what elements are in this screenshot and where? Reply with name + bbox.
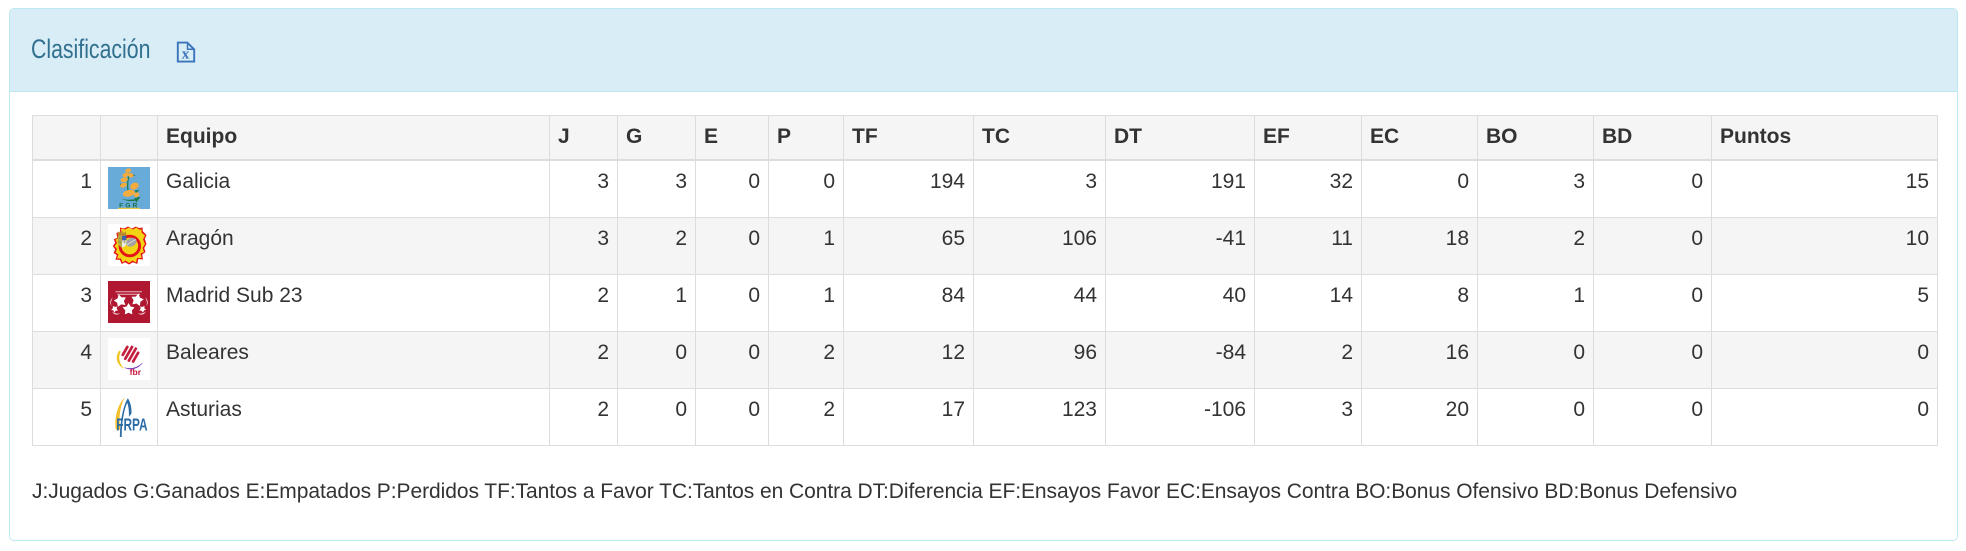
svg-text:FRPA: FRPA xyxy=(116,415,148,435)
svg-text:FGR: FGR xyxy=(119,202,139,209)
svg-text:fbr: fbr xyxy=(130,367,142,377)
svg-text:x: x xyxy=(182,47,190,63)
